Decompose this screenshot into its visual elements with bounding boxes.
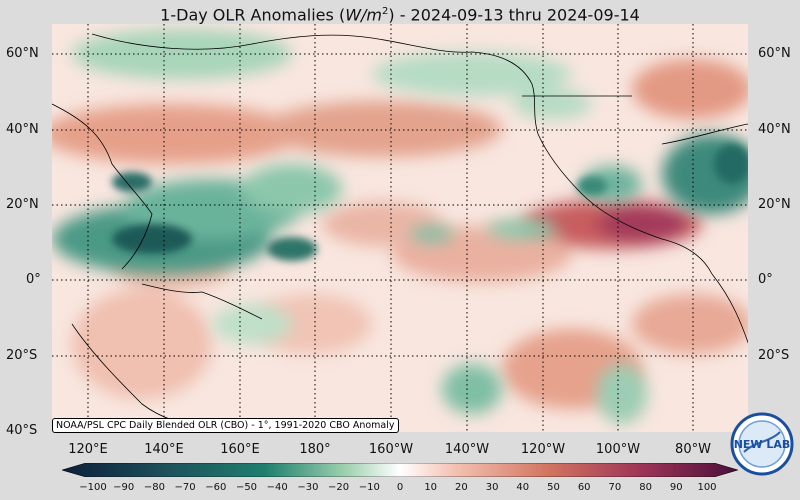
lat-label-left: 40°S — [6, 423, 38, 438]
colorbar-gradient — [60, 462, 740, 478]
colorbar-tick-label: 0 — [396, 482, 404, 493]
lat-label-right: 40°N — [758, 122, 791, 137]
colorbar — [60, 462, 740, 478]
colorbar-tick-label: −60 — [205, 482, 227, 493]
colorbar-tick-label: 30 — [485, 482, 499, 493]
lat-label-right: 20°S — [758, 348, 790, 363]
lat-label-right: 60°N — [758, 46, 791, 61]
colorbar-tick-label: 90 — [669, 482, 683, 493]
colorbar-tick-label: 60 — [577, 482, 591, 493]
olr-anomaly-map — [52, 24, 748, 432]
noaa-psl-logo: NEW LAB — [730, 412, 794, 476]
colorbar-tick-label: 10 — [424, 482, 438, 493]
colorbar-tick-label: 40 — [516, 482, 530, 493]
lon-label: 120°E — [68, 442, 108, 457]
lat-label-left: 20°S — [6, 348, 38, 363]
positive-anomaly-regions — [52, 59, 748, 409]
colorbar-tick-label: −80 — [143, 482, 165, 493]
lon-label: 180° — [299, 442, 331, 457]
lat-label-right: 0° — [758, 272, 773, 287]
colorbar-tick-label: 70 — [608, 482, 622, 493]
lat-label-left: 20°N — [6, 197, 39, 212]
lon-label: 140°W — [444, 442, 490, 457]
colorbar-tick-label: −20 — [328, 482, 350, 493]
colorbar-tick-label: 100 — [697, 482, 717, 493]
lon-label: 100°W — [595, 442, 641, 457]
colorbar-tick-label: 50 — [547, 482, 560, 493]
colorbar-tick-label: −40 — [266, 482, 288, 493]
colorbar-tick-label: 20 — [455, 482, 468, 493]
colorbar-tick-label: −70 — [174, 482, 196, 493]
lon-label: 140°E — [144, 442, 184, 457]
lon-label: 160°W — [368, 442, 414, 457]
lat-label-right: 20°N — [758, 197, 791, 212]
data-source-credit: NOAA/PSL CPC Daily Blended OLR (CBO) - 1… — [52, 418, 399, 433]
lat-label-left: 0° — [26, 272, 41, 287]
colorbar-tick-label: −90 — [113, 482, 135, 493]
lat-label-left: 60°N — [6, 46, 39, 61]
colorbar-tick-label: 80 — [639, 482, 652, 493]
colorbar-tick-label: −50 — [235, 482, 258, 493]
colorbar-tick-label: −10 — [358, 482, 380, 493]
gridlines — [52, 24, 748, 432]
map-title: 1-Day OLR Anomalies (W/m2) - 2024-09-13 … — [160, 5, 640, 25]
coastlines — [52, 33, 748, 427]
lat-label-left: 40°N — [6, 122, 39, 137]
lon-label: 120°W — [520, 442, 566, 457]
lon-label: 160°E — [220, 442, 260, 457]
lon-label: 80°W — [675, 442, 711, 457]
logo-text: NEW LAB — [734, 438, 791, 451]
colorbar-tick-label: −100 — [79, 482, 107, 493]
colorbar-tick-label: −30 — [297, 482, 319, 493]
